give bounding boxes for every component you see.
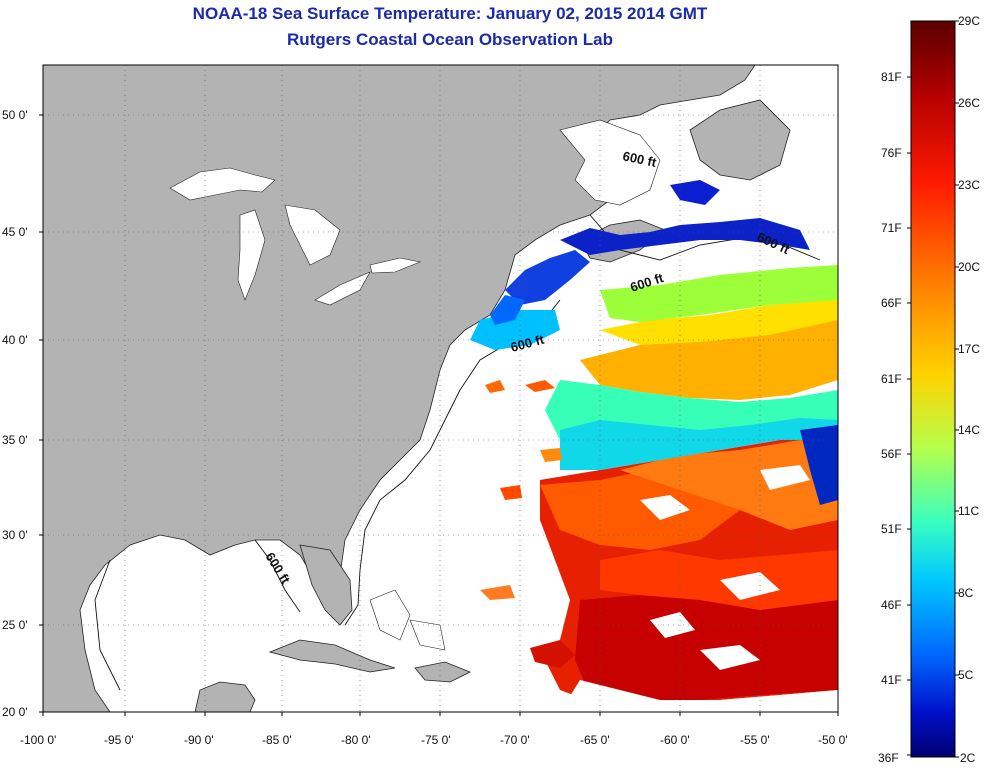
lake-superior: [169, 167, 276, 201]
map-subtitle: Rutgers Coastal Ocean Observation Lab: [287, 30, 613, 49]
colorbar-ticks: [907, 20, 959, 758]
yucatan-land: [194, 681, 256, 712]
colorbar-c-label: 29C: [958, 14, 980, 28]
lon-tick-label: -60 0': [660, 733, 690, 747]
colorbar: [910, 20, 956, 758]
lon-tick-label: -55 0': [740, 733, 770, 747]
hispaniola-land: [414, 661, 471, 683]
gulf-of-st-lawrence: [559, 119, 661, 206]
colorbar-f-label: 71F: [881, 221, 902, 235]
lon-tick-label: -100 0': [20, 733, 56, 747]
lat-tick-label: 50 0': [2, 108, 28, 122]
lake-erie-ontario: [314, 257, 422, 306]
newfoundland-land: [689, 99, 791, 181]
lake-michigan-huron: [237, 204, 341, 301]
colorbar-c-label: 23C: [958, 178, 980, 192]
lat-tick-label: 20 0': [2, 705, 28, 719]
lat-tick-label: 30 0': [2, 528, 28, 542]
lon-tick-label: -85 0': [262, 733, 292, 747]
axis-ticks: [39, 114, 839, 716]
colorbar-f-label: 51F: [881, 522, 902, 536]
lon-tick-label: -95 0': [104, 733, 134, 747]
depth-label-1: 600 ft: [621, 148, 658, 170]
lon-tick-label: -65 0': [580, 733, 610, 747]
colorbar-f-label: 76F: [881, 146, 902, 160]
map-title: NOAA-18 Sea Surface Temperature: January…: [192, 4, 708, 23]
florida-land: [299, 544, 353, 626]
colorbar-c-label: 8C: [958, 586, 974, 600]
colorbar-c-label: 2C: [960, 751, 976, 765]
lon-tick-label: -90 0': [184, 733, 214, 747]
colorbar-c-label: 20C: [958, 260, 980, 274]
lat-tick-label: 35 0': [2, 433, 28, 447]
colorbar-f-label: 56F: [881, 447, 902, 461]
lon-tick-label: -50 0': [818, 733, 848, 747]
colorbar-f-label: 41F: [881, 673, 902, 687]
colorbar-f-label: 66F: [881, 296, 902, 310]
lat-tick-label: 40 0': [2, 333, 28, 347]
colorbar-f-label: 81F: [881, 70, 902, 84]
lon-tick-label: -75 0': [421, 733, 451, 747]
lon-tick-label: -80 0': [341, 733, 371, 747]
colorbar-f-label: 46F: [881, 598, 902, 612]
colorbar-c-label: 11C: [958, 504, 979, 518]
lon-tick-label: -70 0': [500, 733, 530, 747]
colorbar-f-label: 36F: [878, 751, 899, 765]
colorbar-c-label: 5C: [958, 668, 974, 682]
colorbar-c-label: 26C: [958, 96, 980, 110]
colorbar-c-label: 17C: [958, 342, 980, 356]
isobath-600ft: [94, 214, 821, 691]
colorbar-f-label: 61F: [881, 372, 902, 386]
colorbar-c-label: 14C: [958, 423, 980, 437]
lat-tick-label: 25 0': [2, 618, 28, 632]
cuba-land: [268, 639, 396, 673]
lat-tick-label: 45 0': [2, 225, 28, 239]
